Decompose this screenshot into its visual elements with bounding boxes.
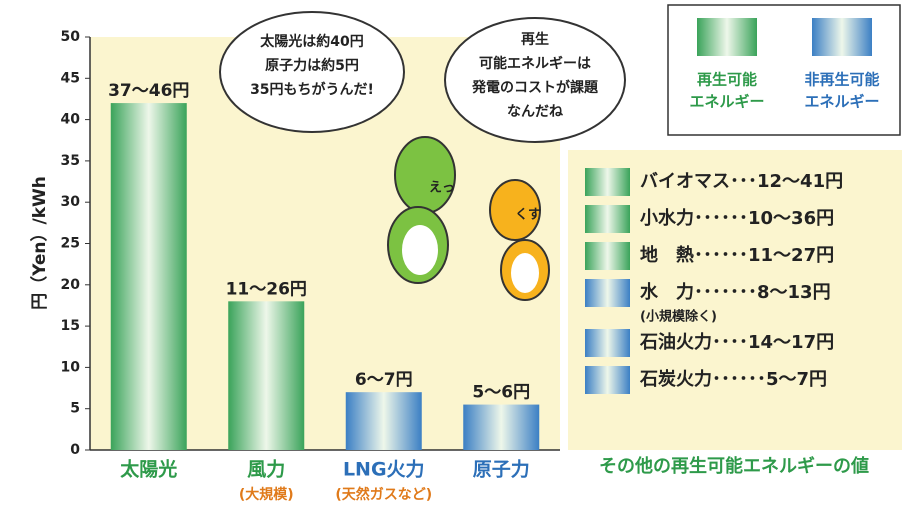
item-swatch bbox=[585, 168, 630, 196]
item-label: バイオマス･･･12～41円 bbox=[640, 171, 843, 192]
x-tick-label: 風力 bbox=[247, 458, 285, 481]
y-tick-label: 30 bbox=[61, 194, 81, 210]
bar-label: 11～26円 bbox=[226, 279, 307, 299]
item-label: 地 熱･･････11～27円 bbox=[640, 244, 834, 266]
bar-label: 5～6円 bbox=[472, 383, 530, 403]
item-swatch bbox=[585, 279, 630, 307]
item-label: 小水力･･････10～36円 bbox=[640, 207, 834, 229]
bubble-text: 発電のコストが課題 bbox=[471, 79, 599, 96]
item-swatch bbox=[585, 329, 630, 357]
character-label: くす bbox=[515, 208, 541, 223]
legend-label: エネルギー bbox=[689, 93, 764, 111]
y-axis-label: 円（Yen）/kWh bbox=[29, 176, 50, 310]
x-tick-label: LNG火力 bbox=[343, 458, 425, 481]
y-tick-label: 45 bbox=[61, 70, 80, 86]
x-tick-note: (大規模) bbox=[239, 486, 294, 503]
y-tick-label: 25 bbox=[61, 236, 80, 252]
legend-label: 再生可能 bbox=[697, 71, 757, 89]
legend-label: エネルギー bbox=[804, 93, 879, 111]
y-tick-label: 5 bbox=[70, 401, 80, 417]
item-swatch bbox=[585, 205, 630, 233]
item-swatch bbox=[585, 366, 630, 394]
bubble-text: 原子力は約5円 bbox=[265, 57, 359, 74]
bar-label: 6～7円 bbox=[355, 370, 413, 390]
x-tick-label: 原子力 bbox=[473, 458, 530, 481]
bar bbox=[228, 301, 304, 450]
item-label: 石炭火力･･････5～7円 bbox=[639, 368, 827, 390]
bubble-text: 太陽光は約40円 bbox=[260, 33, 363, 50]
item-label: 石油火力････14～17円 bbox=[639, 331, 834, 353]
other-title: その他の再生可能エネルギーの値 bbox=[599, 455, 869, 477]
character-label: えっ bbox=[429, 181, 455, 196]
bar bbox=[111, 103, 187, 450]
legend-label: 非再生可能 bbox=[804, 71, 879, 89]
bar bbox=[463, 405, 539, 450]
y-tick-label: 35 bbox=[61, 153, 80, 169]
y-tick-label: 40 bbox=[61, 112, 81, 128]
x-tick-label: 太陽光 bbox=[120, 458, 177, 481]
bubble-text: 再生 bbox=[521, 31, 549, 48]
y-tick-label: 10 bbox=[61, 359, 81, 375]
legend-swatch bbox=[697, 18, 757, 56]
chart: 円（Yen）/kWh その他の再生可能エネルギーの値 えっ くす 0 5 10 15 2… bbox=[0, 0, 906, 511]
y-tick-label: 20 bbox=[61, 277, 81, 293]
legend-swatch bbox=[812, 18, 872, 56]
item-swatch bbox=[585, 242, 630, 270]
bubble-text: なんだね bbox=[507, 104, 563, 120]
y-tick-label: 50 bbox=[61, 29, 81, 45]
x-tick-note: (天然ガスなど) bbox=[335, 486, 432, 503]
bubble-text: 35円もちがうんだ! bbox=[250, 81, 374, 98]
bar-label: 37～46円 bbox=[108, 81, 189, 101]
bubble-text: 可能エネルギーは bbox=[479, 55, 591, 72]
y-tick-label: 15 bbox=[61, 318, 80, 334]
y-tick-label: 0 bbox=[70, 442, 80, 458]
bar bbox=[346, 392, 422, 450]
item-label: 水 力･･･････8～13円 bbox=[640, 281, 831, 303]
item-note: (小規模除く) bbox=[640, 309, 717, 325]
